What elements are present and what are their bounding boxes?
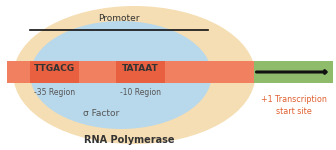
Text: σ Factor: σ Factor <box>83 110 119 118</box>
Ellipse shape <box>30 21 212 129</box>
Text: TATAAT: TATAAT <box>122 64 159 73</box>
Text: RNA Polymerase: RNA Polymerase <box>84 135 175 145</box>
Bar <box>254 61 333 83</box>
Text: +1 Transcription
start site: +1 Transcription start site <box>261 95 327 116</box>
Bar <box>116 61 165 83</box>
Text: Promoter: Promoter <box>98 14 140 23</box>
Text: -10 Region: -10 Region <box>120 88 161 97</box>
Bar <box>7 61 262 83</box>
Text: TTGACG: TTGACG <box>34 64 75 73</box>
Ellipse shape <box>13 6 255 144</box>
Bar <box>30 61 79 83</box>
Text: -35 Region: -35 Region <box>34 88 75 97</box>
